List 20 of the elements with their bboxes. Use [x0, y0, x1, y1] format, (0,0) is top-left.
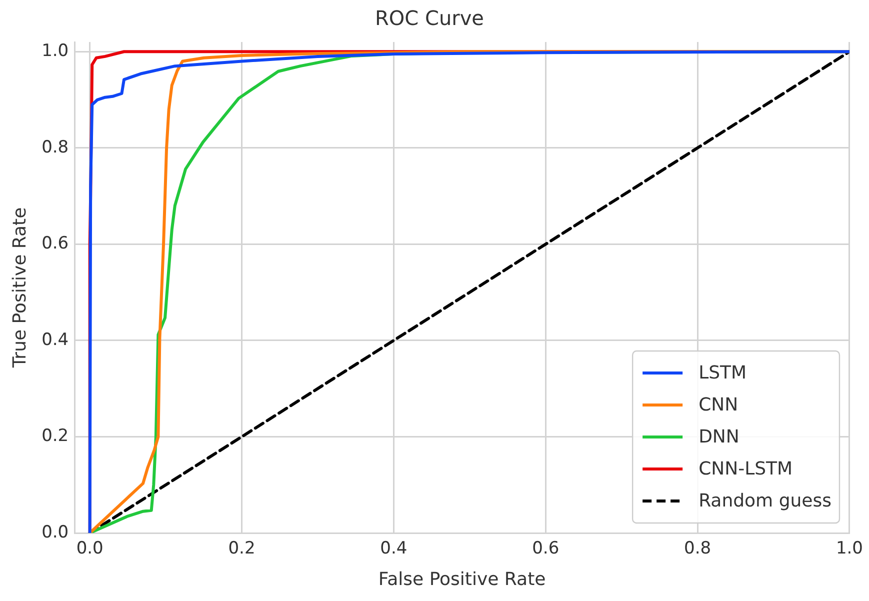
- y-axis-title: True Positive Rate: [9, 207, 30, 369]
- x-tick-label: 0.4: [380, 538, 408, 559]
- x-tick-label: 0.8: [684, 538, 712, 559]
- y-tick-label: 0.8: [42, 137, 69, 158]
- y-tick-label: 0.6: [42, 234, 69, 254]
- legend-label: Random guess: [698, 490, 832, 512]
- legend-label: CNN-LSTM: [698, 458, 793, 480]
- legend-label: CNN: [698, 394, 738, 416]
- x-tick-label: 1.0: [836, 538, 864, 559]
- legend-label: DNN: [698, 426, 740, 448]
- x-axis-title: False Positive Rate: [378, 568, 546, 590]
- y-tick-label: 0.2: [42, 426, 69, 446]
- chart-title: ROC Curve: [375, 6, 484, 30]
- y-tick-label: 1.0: [42, 41, 69, 62]
- x-tick-label: 0.0: [76, 538, 104, 559]
- legend-label: LSTM: [698, 362, 747, 384]
- x-tick-label: 0.6: [532, 538, 560, 559]
- x-tick-label: 0.2: [228, 538, 256, 559]
- y-tick-label: 0.0: [42, 522, 69, 542]
- y-tick-label: 0.4: [42, 330, 69, 350]
